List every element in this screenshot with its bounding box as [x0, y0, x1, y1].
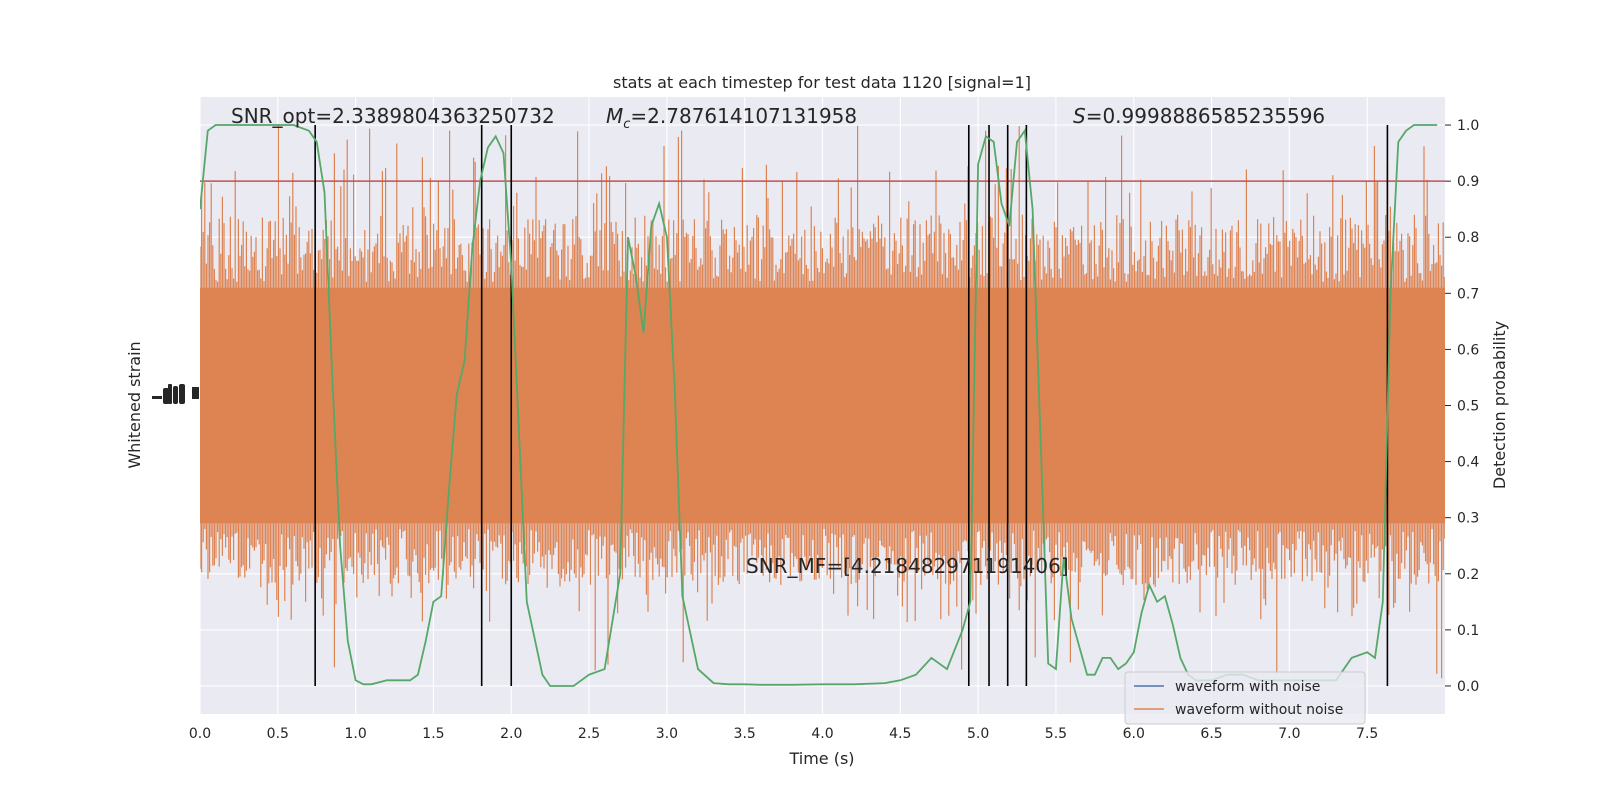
x-tick-label: 4.0 [811, 726, 833, 742]
y-tick-label: 0.3 [1457, 511, 1479, 527]
x-axis-ticks: 0.0 0.5 1.0 1.5 2.0 2.5 3.0 3.5 4.0 4.5 5.0 5.5 6.0 6… [189, 726, 1378, 742]
x-tick-label: 6.0 [1123, 726, 1145, 742]
s-annotation: S=0.9998886585235596 [1073, 104, 1325, 128]
x-tick-label: 7.0 [1278, 726, 1300, 742]
y-axis-right-label: Detection probability [1490, 321, 1509, 489]
y-tick-label: 0.7 [1457, 286, 1479, 302]
x-tick-label: 5.5 [1045, 726, 1067, 742]
legend: waveform with noise waveform without noi… [1124, 671, 1366, 725]
y-tick-label: 0.6 [1457, 342, 1479, 358]
chart-title: stats at each timestep for test data 112… [613, 73, 1031, 92]
y-tick-label: 0.8 [1457, 230, 1479, 246]
x-tick-label: 3.5 [734, 726, 756, 742]
y-axis-right-ticks: 0.0 0.1 0.2 0.3 0.4 0.5 0.6 0.7 0.8 0.9 1.0 [1445, 118, 1479, 695]
y-tick-label: 0.0 [1457, 679, 1479, 695]
x-tick-label: 2.0 [500, 726, 522, 742]
legend-label-with-noise: waveform with noise [1175, 679, 1320, 695]
y-tick-label: 0.9 [1457, 174, 1479, 190]
x-tick-label: 5.0 [967, 726, 989, 742]
x-tick-label: 0.0 [189, 726, 211, 742]
x-tick-label: 4.5 [889, 726, 911, 742]
y-tick-label: 0.5 [1457, 399, 1479, 415]
x-tick-label: 3.0 [656, 726, 678, 742]
y-tick-label: 1.0 [1457, 118, 1479, 134]
x-tick-label: 2.5 [578, 726, 600, 742]
x-tick-label: 0.5 [267, 726, 289, 742]
y-tick-label: 0.2 [1457, 567, 1479, 583]
x-tick-label: 1.0 [344, 726, 366, 742]
x-axis-label: Time (s) [788, 749, 854, 768]
noise-spikes [200, 125, 1445, 679]
x-tick-label: 1.5 [422, 726, 444, 742]
chirp-mass-annotation: Mc=2.787614107131958 [606, 104, 857, 132]
x-tick-label: 6.5 [1200, 726, 1222, 742]
waveform-without-noise-trace [200, 125, 1445, 679]
left-axis-overlapping-ticks [152, 384, 199, 404]
snr-opt-annotation: SNR_opt=2.3389804363250732 [231, 104, 555, 128]
legend-label-without-noise: waveform without noise [1175, 702, 1343, 718]
y-tick-label: 0.4 [1457, 455, 1479, 471]
y-tick-label: 0.1 [1457, 623, 1479, 639]
snr-mf-annotation: SNR_MF=[4.218482971191406] [746, 554, 1069, 578]
vertical-lines [314, 125, 1389, 686]
x-tick-label: 7.5 [1356, 726, 1378, 742]
y-axis-left-label: Whitened strain [125, 341, 144, 468]
